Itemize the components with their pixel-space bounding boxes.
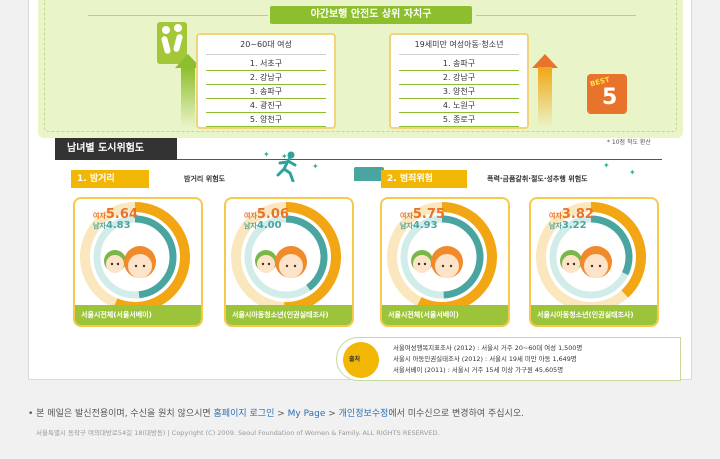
- eye-icon: [261, 262, 265, 266]
- boy-face-icon: [257, 255, 275, 273]
- rank-item: 2. 강남구: [206, 71, 326, 85]
- subsection-night: 1. 밤거리: [71, 170, 149, 188]
- star-icon: ✦: [629, 168, 636, 177]
- eye-icon: [572, 262, 576, 266]
- female-value: 여자5.75: [400, 207, 445, 222]
- panel-footer: 서울시전체(서울서베이): [75, 305, 201, 325]
- rank-item: 5. 종로구: [399, 113, 519, 127]
- eye-icon: [590, 264, 594, 268]
- edit-profile-link[interactable]: 개인정보수정: [338, 409, 389, 419]
- male-ring: [134, 215, 177, 299]
- male-ring: [590, 215, 633, 276]
- newsletter-card: 야간보행 안전도 상위 자치구 20~60대 여성 1. 서초구 2. 강남구 …: [28, 0, 692, 380]
- male-ring: [441, 215, 484, 299]
- arrow-up-icon: [175, 54, 201, 128]
- eye-icon: [449, 264, 453, 268]
- my-page-link[interactable]: My Page: [287, 409, 326, 419]
- copyright-footer: 서울특별시 동작구 여의대방로54길 18(대방동) | Copyright (…: [36, 429, 440, 437]
- top-panel: 야간보행 안전도 상위 자치구: [38, 0, 683, 138]
- male-value: 남자4.00: [244, 220, 282, 231]
- rank-item: 3. 송파구: [206, 85, 326, 99]
- girl-face-icon: [584, 254, 608, 278]
- female-ring: [283, 202, 341, 312]
- rank-header: 20~60대 여성: [206, 35, 326, 55]
- eye-icon: [441, 264, 445, 268]
- rank-box-youth: 19세미만 여성아동·청소년 1. 송파구 2. 강남구 3. 양천구 4. 노…: [389, 33, 529, 129]
- scale-note: * 10점 척도 환산: [607, 139, 651, 146]
- unsubscribe-notice: • 본 메일은 발신전용이며, 수신을 원치 않으시면 홈페이지 로그인 > M…: [28, 409, 524, 419]
- best-number: 5: [602, 85, 618, 110]
- eye-icon: [566, 262, 570, 266]
- female-value: 여자5.64: [93, 207, 138, 222]
- runner-icon: [276, 151, 297, 182]
- star-icon: ✦: [603, 161, 610, 170]
- source-line: 서울시 아동인권실태조사 (2012) : 서울시 19세 미만 아동 1,64…: [393, 355, 577, 363]
- male-ring: [285, 215, 328, 291]
- arrow-up-icon: [532, 54, 558, 128]
- risk-panel: 여자5.06 남자4.00 서울시아동청소년(인권실태조사): [224, 197, 354, 327]
- girl-face-icon: [435, 254, 459, 278]
- boy-face-icon: [562, 255, 580, 273]
- risk-panel: 여자5.75 남자4.93 서울시전체(서울서베이): [380, 197, 510, 327]
- section-title: 남녀별 도시위험도: [55, 138, 177, 160]
- eye-icon: [134, 264, 138, 268]
- eye-icon: [285, 264, 289, 268]
- boy-face-icon: [413, 255, 431, 273]
- graduation-cap-icon: 출처: [343, 342, 379, 378]
- rank-header: 19세미만 여성아동·청소년: [399, 35, 519, 55]
- eye-icon: [142, 264, 146, 268]
- star-icon: ✦: [281, 152, 288, 161]
- rank-item: 4. 노원구: [399, 99, 519, 113]
- eye-icon: [116, 262, 120, 266]
- girl-face-icon: [128, 254, 152, 278]
- eye-icon: [423, 262, 427, 266]
- panel-footer: 서울시아동청소년(인권실태조사): [226, 305, 352, 325]
- people-icon: [157, 22, 187, 64]
- eye-icon: [293, 264, 297, 268]
- source-box: 출처 서울여성행복지표조사 (2012) : 서울시 거주 20~60대 여성 …: [336, 337, 681, 381]
- male-value: 남자4.93: [400, 220, 438, 231]
- eye-icon: [417, 262, 421, 266]
- homepage-login-link[interactable]: 홈페이지 로그인: [213, 409, 275, 419]
- rank-item: 2. 강남구: [399, 71, 519, 85]
- eye-icon: [598, 264, 602, 268]
- title-rule-left: [88, 15, 268, 16]
- female-ring: [590, 202, 646, 298]
- night-desc: 밤거리 위험도: [184, 175, 226, 183]
- rank-item: 3. 양천구: [399, 85, 519, 99]
- girl-face-icon: [279, 254, 303, 278]
- title-rule-right: [476, 15, 636, 16]
- rank-item: 1. 송파구: [399, 57, 519, 71]
- house-icon: [354, 167, 384, 181]
- female-value: 여자5.06: [244, 207, 289, 222]
- boy-face-icon: [106, 255, 124, 273]
- source-line: 서울여성행복지표조사 (2012) : 서울시 거주 20~60대 여성 1,5…: [393, 344, 583, 352]
- male-value: 남자3.22: [549, 220, 587, 231]
- panel-footer: 서울시아동청소년(인권실태조사): [531, 305, 657, 325]
- female-value: 여자3.82: [549, 207, 594, 222]
- subsection-crime: 2. 범죄위험: [381, 170, 467, 188]
- rank-item: 1. 서초구: [206, 57, 326, 71]
- star-icon: ✦: [263, 150, 270, 159]
- best5-badge: BEST 5: [587, 74, 627, 114]
- star-icon: ✦: [312, 162, 319, 171]
- eye-icon: [110, 262, 114, 266]
- rank-item: 4. 광진구: [206, 99, 326, 113]
- male-value: 남자4.83: [93, 220, 131, 231]
- risk-panel: 여자3.82 남자3.22 서울시아동청소년(인권실태조사): [529, 197, 659, 327]
- eye-icon: [267, 262, 271, 266]
- top-title: 야간보행 안전도 상위 자치구: [270, 6, 472, 24]
- crime-desc: 폭력·금품갈취·절도·성추행 위험도: [487, 175, 588, 183]
- rank-item: 5. 양천구: [206, 113, 326, 127]
- rank-box-adult-women: 20~60대 여성 1. 서초구 2. 강남구 3. 송파구 4. 광진구 5.…: [196, 33, 336, 129]
- risk-panel: 여자5.64 남자4.83 서울시전체(서울서베이): [73, 197, 203, 327]
- source-badge: 출처: [349, 356, 361, 363]
- source-line: 서울서베이 (2011) : 서울시 거주 15세 이상 가구원 45,605명: [393, 366, 564, 374]
- panel-footer: 서울시전체(서울서베이): [382, 305, 508, 325]
